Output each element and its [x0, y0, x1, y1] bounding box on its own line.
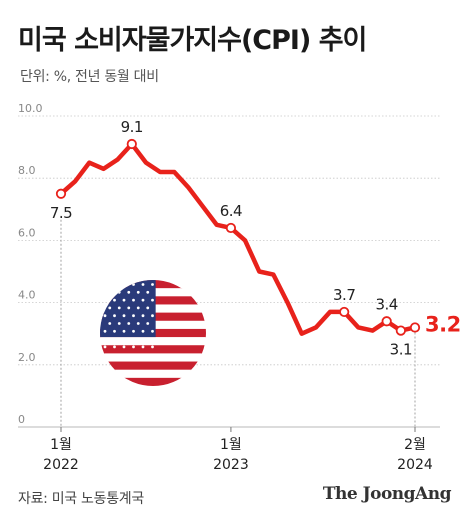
flag-stripes — [100, 280, 206, 386]
data-label: 3.1 — [390, 341, 412, 359]
flag-star — [113, 283, 116, 286]
data-point-marker — [409, 322, 421, 333]
flag-star — [117, 290, 121, 294]
flag-star — [127, 337, 131, 341]
flag-star — [103, 283, 107, 286]
data-point-marker — [395, 325, 406, 336]
data-label: 3.7 — [333, 286, 355, 304]
flag-star — [113, 329, 116, 333]
flag-star — [117, 322, 121, 325]
chart-unit-label: 단위: %, 전년 동월 대비 — [20, 69, 159, 85]
flag-star — [122, 345, 126, 349]
flag-star — [108, 290, 112, 294]
flag-star — [117, 306, 121, 310]
y-tick-label: 10.0 — [18, 102, 43, 115]
data-labels: 7.5 9.1 6.4 3.7 3.4 3.1 3.2 — [50, 118, 461, 359]
data-label: 3.4 — [376, 295, 398, 313]
flag-star — [132, 283, 135, 286]
x-tick-year: 2024 — [397, 457, 433, 473]
flag-star — [132, 314, 135, 318]
data-label: 6.4 — [220, 202, 242, 220]
flag-star — [136, 306, 140, 310]
flag-star — [113, 314, 116, 318]
y-tick-label: 4.0 — [18, 289, 36, 302]
y-tick-label: 6.0 — [18, 226, 36, 239]
flag-star — [146, 306, 150, 310]
data-source: 자료: 미국 노동통계국 — [18, 491, 144, 507]
flag-star — [146, 337, 150, 341]
x-tick-month: 2월 — [404, 437, 426, 453]
flag-star — [127, 306, 131, 310]
flag-stripe — [100, 377, 206, 386]
flag-star — [127, 290, 131, 294]
flag-star — [117, 337, 121, 341]
latest-value-label: 3.2 — [425, 312, 461, 336]
flag-star — [141, 345, 145, 349]
flag-star — [122, 329, 126, 333]
y-tick-label: 0 — [18, 413, 25, 426]
flag-star — [141, 298, 145, 302]
flag-star — [136, 322, 140, 325]
data-label: 7.5 — [50, 204, 72, 222]
flag-stripe — [100, 369, 206, 379]
flag-star — [141, 314, 145, 318]
flag-star — [108, 337, 112, 341]
x-guide-lines — [60, 215, 416, 427]
flag-stripe — [100, 337, 206, 346]
flag-star — [132, 345, 135, 349]
flag-star — [151, 283, 154, 286]
flag-star — [103, 314, 107, 318]
data-point-marker — [225, 222, 237, 234]
brand-logo: The JoongAng — [322, 484, 452, 504]
flag-star — [103, 329, 107, 333]
flag-star — [146, 322, 150, 325]
x-tick-month: 1월 — [220, 437, 242, 453]
us-flag-icon — [100, 280, 206, 386]
flag-star — [136, 337, 140, 341]
flag-star — [151, 314, 154, 318]
flag-star — [151, 329, 154, 333]
y-tick-label: 8.0 — [18, 164, 36, 177]
x-tick-month: 1월 — [50, 437, 72, 453]
cpi-line-chart: 7.59.16.43.73.43.13.2 02.04.06.08.010.0 … — [18, 102, 461, 473]
flag-star — [141, 283, 145, 286]
data-point-marker — [55, 188, 67, 199]
flag-star — [122, 298, 126, 302]
flag-star — [151, 345, 154, 349]
data-point-marker — [339, 306, 350, 318]
flag-star — [141, 329, 145, 333]
flag-star — [108, 306, 112, 310]
x-tick-year: 2022 — [43, 457, 79, 473]
y-tick-label: 2.0 — [18, 351, 36, 364]
cpi-line — [58, 141, 418, 336]
x-axis-ticks: 1월 2022 1월 2023 2월 2024 — [43, 427, 433, 473]
chart-title: 미국 소비자물가지수(CPI) 추이 — [18, 25, 367, 56]
flag-stripe — [100, 353, 206, 363]
flag-stripe — [100, 361, 206, 371]
flag-star — [113, 298, 116, 302]
flag-star — [108, 322, 112, 325]
flag-star — [132, 329, 135, 333]
flag-star — [113, 345, 116, 349]
flag-star — [103, 345, 107, 349]
flag-star — [136, 290, 140, 294]
data-point-marker — [381, 316, 392, 327]
data-label: 9.1 — [121, 118, 143, 136]
flag-star — [146, 290, 150, 294]
y-axis-ticks: 0 2.0 4.0 6.0 8.0 10.0 — [18, 102, 43, 426]
flag-stripe — [100, 345, 206, 354]
data-points — [55, 138, 421, 336]
flag-star — [127, 322, 131, 325]
x-tick-year: 2023 — [213, 457, 249, 473]
flag-star — [122, 283, 126, 286]
flag-star — [132, 298, 135, 302]
data-point-marker — [126, 138, 137, 150]
gridlines — [18, 115, 440, 428]
flag-star — [103, 298, 107, 302]
flag-star — [151, 298, 154, 302]
flag-star — [122, 314, 126, 318]
cpi-series — [58, 141, 418, 336]
